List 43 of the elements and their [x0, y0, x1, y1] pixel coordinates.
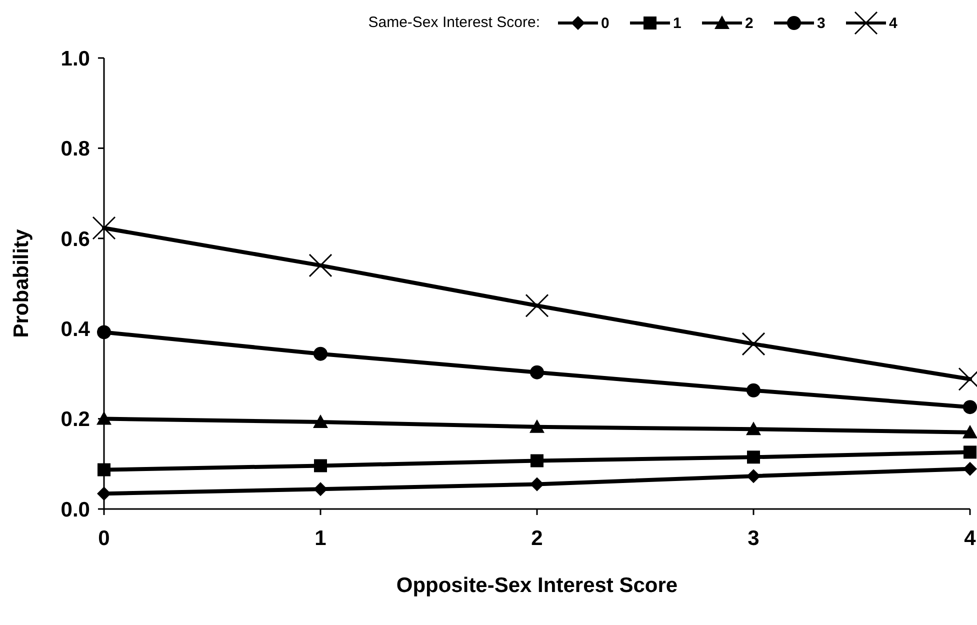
y-tick-label: 0.4	[60, 318, 90, 341]
point	[964, 446, 976, 459]
x-tick-label: 0	[98, 527, 110, 550]
x-tick-label: 2	[531, 527, 543, 550]
point	[746, 469, 760, 484]
legend-label: 1	[673, 15, 682, 32]
point	[97, 325, 111, 340]
y-axis-title: Probability	[10, 228, 33, 338]
point	[530, 365, 544, 380]
point	[746, 383, 760, 398]
y-tick-label: 0.2	[60, 408, 90, 432]
x-tick-label: 4	[964, 527, 976, 550]
legend-label: 0	[601, 15, 610, 32]
point	[963, 400, 977, 414]
point	[98, 463, 110, 476]
point	[530, 477, 544, 492]
point	[530, 419, 544, 433]
x-tick-label: 3	[748, 527, 760, 550]
point	[313, 414, 328, 428]
point	[963, 462, 977, 476]
y-tick-label: 1.0	[60, 47, 90, 70]
point	[314, 482, 328, 496]
point	[746, 422, 761, 436]
y-tick-label: 0.8	[60, 138, 90, 161]
point	[97, 486, 111, 501]
point	[747, 450, 760, 464]
legend-title: Same-Sex Interest Score:	[368, 14, 540, 31]
point	[962, 424, 977, 438]
point	[92, 216, 116, 240]
point	[525, 294, 549, 318]
x-axis-title: Opposite-Sex Interest Score	[396, 574, 678, 597]
legend-label: 3	[817, 15, 826, 32]
x-tick-label: 1	[314, 527, 327, 550]
point	[308, 254, 332, 278]
point	[530, 454, 544, 468]
y-tick-label: 0.6	[60, 228, 90, 251]
legend-label: 4	[889, 15, 898, 32]
point	[314, 459, 327, 472]
legend-label: 2	[745, 15, 754, 32]
point	[96, 411, 112, 425]
y-tick-label: 0.0	[60, 498, 90, 522]
point	[742, 332, 766, 356]
point	[314, 346, 328, 361]
